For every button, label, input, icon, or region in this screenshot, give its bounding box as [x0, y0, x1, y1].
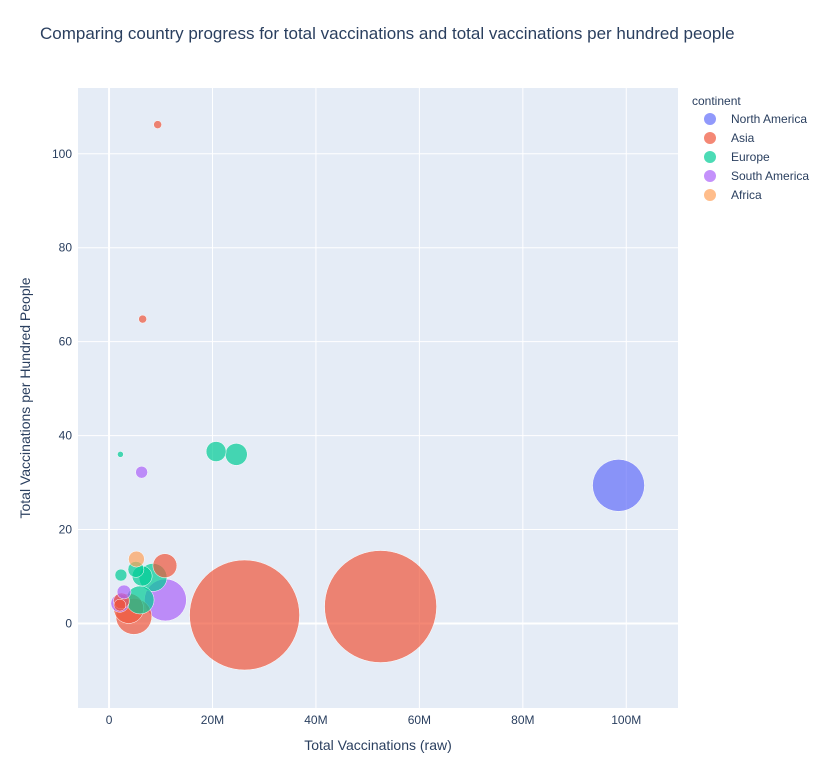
- bubble-europe[interactable]: [117, 451, 124, 458]
- legend-marker[interactable]: [704, 189, 716, 201]
- x-tick-label: 80M: [511, 713, 534, 727]
- y-tick-labels: 0 20 40 60 80 100: [52, 147, 72, 631]
- x-tick-labels: 0 20M 40M 60M 80M 100M: [106, 713, 642, 727]
- legend-label[interactable]: Europe: [731, 150, 770, 164]
- x-axis-title: Total Vaccinations (raw): [304, 737, 452, 753]
- y-tick-label: 0: [65, 616, 72, 630]
- bubble-asia[interactable]: [152, 553, 178, 578]
- bubble-south-america[interactable]: [135, 465, 148, 479]
- bubble-europe[interactable]: [205, 441, 227, 462]
- y-tick-label: 20: [59, 523, 73, 537]
- legend: continent North America Asia Europe South A…: [692, 94, 809, 202]
- x-tick-label: 0: [106, 713, 113, 727]
- bubble-africa[interactable]: [128, 550, 145, 568]
- bubble-layer: [110, 120, 645, 671]
- y-tick-label: 100: [52, 147, 72, 161]
- legend-label[interactable]: Africa: [731, 188, 762, 202]
- chart-title: Comparing country progress for total vac…: [40, 24, 735, 43]
- legend-marker[interactable]: [704, 170, 716, 182]
- y-tick-label: 60: [59, 335, 73, 349]
- bubble-asia[interactable]: [324, 550, 437, 663]
- bubble-asia[interactable]: [113, 598, 127, 612]
- legend-label[interactable]: North America: [731, 112, 807, 126]
- x-tick-label: 40M: [304, 713, 327, 727]
- x-tick-label: 100M: [611, 713, 641, 727]
- bubble-europe[interactable]: [114, 568, 128, 582]
- y-axis-title: Total Vaccinations per Hundred People: [17, 277, 33, 518]
- bubble-asia[interactable]: [138, 314, 147, 324]
- bubble-south-america[interactable]: [116, 584, 132, 600]
- legend-title: continent: [692, 94, 741, 108]
- bubble-asia[interactable]: [153, 120, 162, 129]
- bubble-north-america[interactable]: [592, 459, 645, 512]
- bubble-asia[interactable]: [189, 559, 300, 671]
- x-tick-label: 60M: [408, 713, 431, 727]
- legend-marker[interactable]: [704, 151, 716, 163]
- y-gridlines: [78, 153, 678, 625]
- y-tick-label: 40: [59, 429, 73, 443]
- legend-marker[interactable]: [704, 132, 716, 144]
- legend-label[interactable]: South America: [731, 169, 809, 183]
- legend-marker[interactable]: [704, 113, 716, 125]
- x-tick-label: 20M: [201, 713, 224, 727]
- bubble-europe[interactable]: [225, 443, 248, 466]
- legend-label[interactable]: Asia: [731, 131, 755, 145]
- y-tick-label: 80: [59, 241, 73, 255]
